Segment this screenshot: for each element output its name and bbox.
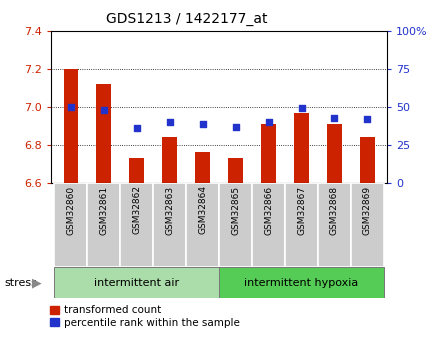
Bar xyxy=(87,183,120,267)
Text: GSM32865: GSM32865 xyxy=(231,185,240,235)
Bar xyxy=(120,183,153,267)
Bar xyxy=(64,69,78,183)
Text: stress: stress xyxy=(4,278,37,288)
Text: GSM32860: GSM32860 xyxy=(66,185,76,235)
Point xyxy=(331,115,338,120)
Text: GSM32861: GSM32861 xyxy=(99,185,109,235)
Bar xyxy=(327,124,342,183)
Text: GSM32864: GSM32864 xyxy=(198,185,207,234)
Bar xyxy=(54,267,219,298)
Bar xyxy=(219,183,252,267)
Bar xyxy=(54,183,87,267)
Text: intermittent air: intermittent air xyxy=(94,278,179,288)
Point xyxy=(166,119,173,125)
Text: GSM32863: GSM32863 xyxy=(165,185,174,235)
Bar xyxy=(97,84,111,183)
Bar xyxy=(252,183,285,267)
Bar xyxy=(351,183,384,267)
Point xyxy=(100,107,107,113)
Point xyxy=(133,126,140,131)
Text: GSM32862: GSM32862 xyxy=(132,185,142,234)
Bar xyxy=(186,183,219,267)
Bar xyxy=(219,267,384,298)
Point xyxy=(67,104,74,110)
Bar xyxy=(162,137,177,183)
Text: ▶: ▶ xyxy=(32,276,42,289)
Text: intermittent hypoxia: intermittent hypoxia xyxy=(244,278,359,288)
Point xyxy=(298,106,305,111)
Legend: transformed count, percentile rank within the sample: transformed count, percentile rank withi… xyxy=(50,305,240,328)
Point xyxy=(265,119,272,125)
Point xyxy=(232,124,239,129)
Bar xyxy=(195,152,210,183)
Bar xyxy=(261,124,276,183)
Bar xyxy=(360,137,375,183)
Bar xyxy=(294,112,309,183)
Text: GDS1213 / 1422177_at: GDS1213 / 1422177_at xyxy=(106,12,267,26)
Text: GSM32867: GSM32867 xyxy=(297,185,306,235)
Text: GSM32869: GSM32869 xyxy=(363,185,372,235)
Bar xyxy=(153,183,186,267)
Bar xyxy=(285,183,318,267)
Bar xyxy=(318,183,351,267)
Point xyxy=(199,121,206,126)
Point xyxy=(364,116,371,122)
Text: GSM32866: GSM32866 xyxy=(264,185,273,235)
Text: GSM32868: GSM32868 xyxy=(330,185,339,235)
Bar xyxy=(129,158,144,183)
Bar xyxy=(228,158,243,183)
